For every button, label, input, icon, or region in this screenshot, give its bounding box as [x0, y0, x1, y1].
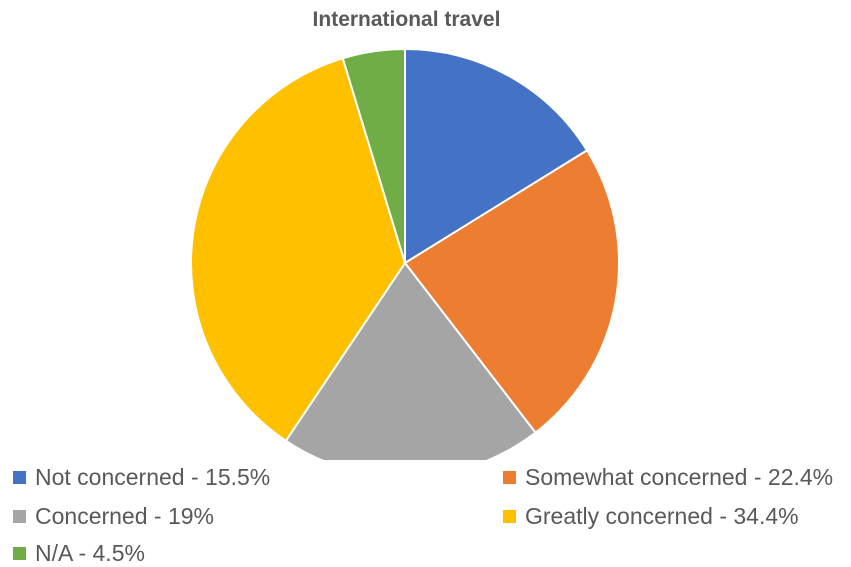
legend-item-concerned: Concerned - 19% [13, 503, 214, 530]
pie-slice-somewhat-concerned [403, 149, 620, 435]
legend-label-concerned: Concerned - 19% [35, 503, 214, 529]
legend-swatch-na [13, 547, 26, 560]
legend-label-not-concerned: Not concerned - 15.5% [35, 464, 271, 490]
pie-chart [190, 47, 620, 460]
pie-slice-greatly-concerned [190, 57, 407, 443]
legend-label-na: N/A - 4.5% [35, 540, 145, 566]
legend-swatch-concerned [13, 510, 26, 523]
pie-slice-concerned [284, 261, 537, 460]
legend-item-greatly-concerned: Greatly concerned - 34.4% [503, 503, 799, 530]
legend-swatch-somewhat-concerned [503, 471, 516, 484]
pie-slice-na [341, 47, 406, 264]
legend-item-somewhat-concerned: Somewhat concerned - 22.4% [503, 464, 833, 491]
pie-slice-not-concerned [404, 47, 589, 265]
legend-label-greatly-concerned: Greatly concerned - 34.4% [525, 503, 799, 529]
chart-title: International travel [312, 8, 501, 31]
legend-swatch-greatly-concerned [503, 510, 516, 523]
legend-swatch-not-concerned [13, 471, 26, 484]
legend-item-na: N/A - 4.5% [13, 540, 145, 567]
legend-label-somewhat-concerned: Somewhat concerned - 22.4% [525, 464, 834, 490]
legend-item-not-concerned: Not concerned - 15.5% [13, 464, 270, 491]
